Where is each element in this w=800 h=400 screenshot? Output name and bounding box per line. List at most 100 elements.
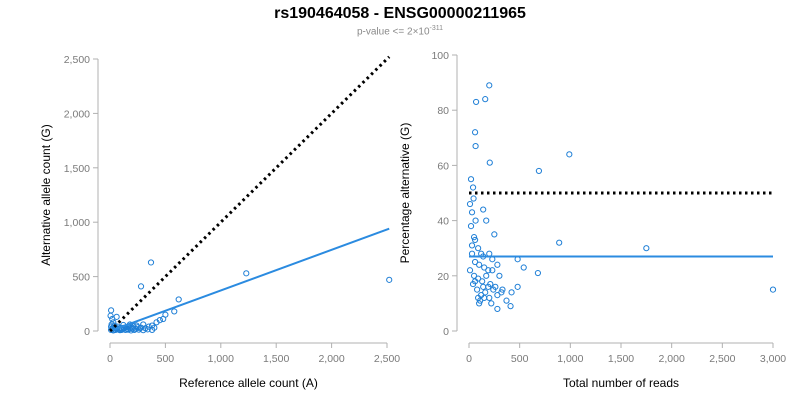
right-x-axis-label: Total number of reads xyxy=(563,376,679,390)
left-reference-line xyxy=(108,55,391,333)
right-data-point xyxy=(466,200,474,208)
chart-title: rs190464058 - ENSG00000211965 xyxy=(274,5,526,22)
right-y-tick-label: 20 xyxy=(437,271,449,283)
right-data-point xyxy=(479,278,486,285)
left-data-point xyxy=(149,326,156,334)
subtitle-exponent: -311 xyxy=(429,25,444,32)
left-y-tick-label: 2,500 xyxy=(64,54,90,66)
left-data-point xyxy=(171,308,178,315)
right-data-point xyxy=(483,272,490,279)
left-data-point xyxy=(162,311,169,318)
right-data-point xyxy=(469,184,477,191)
right-data-point xyxy=(472,217,479,224)
left-data-point xyxy=(140,327,147,334)
left-y-tick-label: 2,000 xyxy=(64,108,90,120)
right-data-point xyxy=(474,286,481,293)
right-data-point xyxy=(486,294,493,301)
right-data-point xyxy=(470,195,477,202)
right-data-point xyxy=(491,231,498,238)
chart-subtitle: p-value <= 2×10-311 xyxy=(0,25,800,37)
right-data-point xyxy=(476,261,483,268)
left-x-tick-label: 1,500 xyxy=(263,353,289,365)
left-data-point xyxy=(127,327,135,334)
left-x-tick-label: 1,000 xyxy=(208,353,234,365)
right-data-point xyxy=(508,289,515,296)
right-data-point xyxy=(481,294,488,301)
left-x-tick-label: 0 xyxy=(107,353,113,365)
right-data-point xyxy=(486,159,493,166)
right-data-point xyxy=(494,305,501,313)
right-data-point xyxy=(471,278,479,285)
right-data-point xyxy=(566,151,573,158)
right-data-point xyxy=(485,267,492,274)
right-data-point xyxy=(482,96,489,103)
right-data-point xyxy=(472,142,479,150)
right-x-tick-label: 2,500 xyxy=(709,353,735,365)
right-y-axis-label: Percentage alternative (G) xyxy=(398,123,412,264)
right-data-point xyxy=(468,209,476,216)
left-x-tick-label: 500 xyxy=(157,353,175,365)
right-data-point xyxy=(471,258,479,266)
right-data-point xyxy=(468,242,476,249)
right-x-tick-label: 500 xyxy=(511,353,529,365)
right-data-point xyxy=(499,286,506,293)
right-data-point xyxy=(471,236,479,244)
right-data-point xyxy=(471,129,479,136)
left-x-tick-label: 2,500 xyxy=(374,353,400,365)
right-data-point xyxy=(520,264,527,271)
subtitle-text: p-value <= 2×10 xyxy=(356,26,430,38)
right-data-point xyxy=(472,98,480,106)
left-y-tick-label: 0 xyxy=(84,326,90,338)
right-data-point xyxy=(467,176,475,183)
left-data-point xyxy=(156,317,163,324)
right-data-point xyxy=(507,303,514,310)
right-x-tick-label: 1,500 xyxy=(608,353,634,365)
right-x-tick-label: 3,000 xyxy=(760,353,786,365)
left-data-point xyxy=(147,259,155,266)
right-y-tick-label: 60 xyxy=(437,160,449,172)
left-y-tick-label: 500 xyxy=(72,272,90,284)
right-data-point xyxy=(488,300,495,307)
left-data-point xyxy=(133,322,140,329)
right-data-point xyxy=(470,234,478,241)
right-data-point xyxy=(480,206,487,213)
right-data-point xyxy=(534,269,542,277)
right-data-point xyxy=(467,223,475,230)
right-data-point xyxy=(514,283,521,290)
right-data-point xyxy=(494,261,501,268)
left-y-axis-label: Alternative allele count (G) xyxy=(39,124,53,265)
right-y-tick-label: 40 xyxy=(437,216,449,228)
left-data-point xyxy=(107,312,114,319)
left-data-point xyxy=(175,296,182,303)
right-y-tick-label: 0 xyxy=(443,326,449,338)
left-y-tick-label: 1,000 xyxy=(64,217,90,229)
right-data-point xyxy=(480,283,487,290)
left-data-point xyxy=(137,283,145,290)
left-x-axis-label: Reference allele count (A) xyxy=(179,376,318,390)
left-data-point xyxy=(144,326,151,333)
right-y-tick-label: 80 xyxy=(437,105,449,117)
left-data-point xyxy=(108,307,115,314)
left-data-point xyxy=(145,323,152,330)
left-data-point xyxy=(386,276,393,283)
left-fit-line xyxy=(109,227,390,332)
left-data-point xyxy=(129,325,136,333)
right-data-point xyxy=(486,82,493,89)
right-x-tick-label: 0 xyxy=(466,353,472,365)
right-data-point xyxy=(483,217,490,224)
right-data-point xyxy=(498,289,505,296)
left-x-tick-label: 2,000 xyxy=(318,353,344,365)
right-data-point xyxy=(556,239,563,246)
right-y-tick-label: 100 xyxy=(431,50,449,62)
right-x-tick-label: 2,000 xyxy=(659,353,685,365)
right-data-point xyxy=(769,286,777,293)
right-data-point xyxy=(535,167,543,175)
right-data-point xyxy=(475,294,482,301)
right-data-point xyxy=(643,245,650,252)
left-y-tick-label: 1,500 xyxy=(64,163,90,175)
right-data-point xyxy=(503,297,510,304)
right-data-point xyxy=(466,267,474,274)
right-data-point xyxy=(481,264,488,271)
right-data-point xyxy=(490,286,497,293)
